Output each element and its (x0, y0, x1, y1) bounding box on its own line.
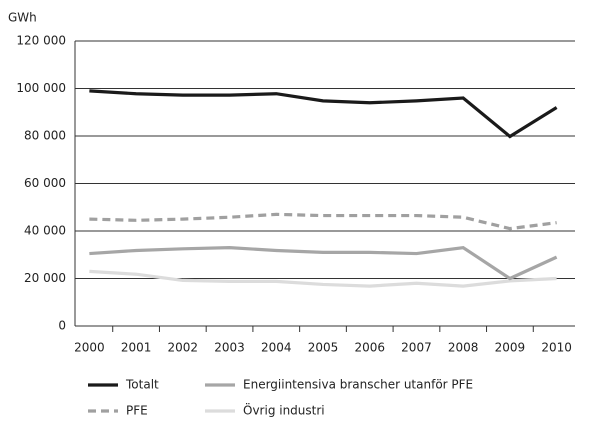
y-tick-label: 20 000 (24, 271, 66, 285)
y-tick-label: 40 000 (24, 224, 66, 238)
series-line (89, 89, 558, 139)
legend-label: Energiintensiva branscher utanför PFE (243, 378, 473, 392)
legend-label: Totalt (125, 378, 159, 392)
x-tick-label: 2005 (308, 341, 339, 355)
y-tick-label: 60 000 (24, 176, 66, 190)
y-tick-label: 0 (58, 319, 66, 333)
series-line (89, 269, 557, 288)
x-tick-label: 2007 (401, 341, 432, 355)
x-tick-label: 2002 (168, 341, 199, 355)
x-tick-label: 2000 (74, 341, 105, 355)
legend-label: PFE (126, 404, 148, 418)
x-tick-label: 2001 (121, 341, 152, 355)
x-tick-label: 2004 (261, 341, 292, 355)
series-line (89, 245, 558, 281)
x-tick-label: 2006 (354, 341, 385, 355)
y-tick-label: 100 000 (16, 81, 66, 95)
legend-label: Övrig industri (243, 402, 325, 418)
x-tick-label: 2003 (214, 341, 245, 355)
x-tick-label: 2008 (448, 341, 479, 355)
x-tick-label: 2010 (541, 341, 572, 355)
y-tick-label: 120 000 (16, 34, 66, 48)
series-line (89, 212, 557, 231)
y-tick-label: 80 000 (24, 129, 66, 143)
y-axis-label: GWh (8, 11, 37, 25)
x-tick-label: 2009 (495, 341, 526, 355)
